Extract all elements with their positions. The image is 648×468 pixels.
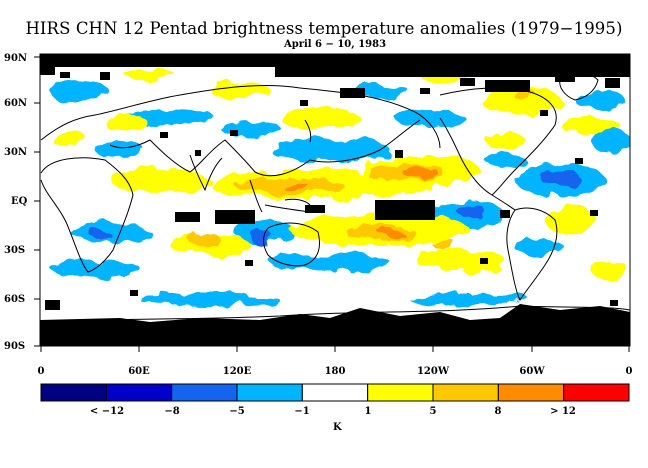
colorbar-swatch-4: [236, 383, 303, 402]
colorbar-label-3: −5: [229, 406, 245, 417]
colorbar-label-5: 1: [364, 406, 372, 417]
map-subtitle: April 6 − 10, 1983: [283, 39, 387, 50]
colorbar-swatch-2: [105, 383, 173, 402]
lon-label-0: 0: [37, 366, 45, 377]
colorbar-unit: K: [333, 422, 342, 433]
field-dark-orange: [281, 166, 438, 236]
colorbar-label-6: 5: [429, 406, 437, 417]
lat-label-90n: 90N: [4, 53, 28, 64]
coastlines: [40, 70, 630, 323]
colorbar-swatch-1: [40, 383, 107, 402]
colorbar-label-1: < −12: [89, 406, 125, 417]
colorbar-label-8: > 12: [550, 406, 576, 417]
lon-label-120e: 120E: [222, 366, 252, 377]
lon-ticks: [40, 346, 630, 352]
colorbar-swatch-3: [171, 383, 238, 402]
colorbar-label-2: −8: [164, 406, 180, 417]
lat-label-eq: EQ: [11, 196, 28, 207]
missing-data: [40, 54, 630, 346]
colorbar-swatch-8: [497, 383, 565, 402]
colorbar: [40, 383, 630, 402]
colorbar-swatch-9: [563, 383, 630, 402]
colorbar-swatch-5: [301, 383, 369, 402]
map-title: HIRS CHN 12 Pentad brightness temperatur…: [25, 19, 623, 38]
lon-label-60e: 60E: [128, 366, 150, 377]
colorbar-swatch-6: [367, 383, 434, 402]
lat-label-90s: 90S: [4, 341, 26, 352]
lat-label-30s: 30S: [4, 245, 26, 256]
field-light-blue: [50, 82, 630, 306]
lat-ticks: [34, 56, 40, 347]
field-mid-blue: [90, 170, 580, 245]
anomaly-field: [50, 70, 630, 306]
lon-label-60w: 60W: [519, 366, 545, 377]
colorbar-swatch-7: [432, 383, 499, 402]
lon-label-0-east: 0: [625, 366, 633, 377]
lon-label-180: 180: [324, 366, 346, 377]
colorbar-label-7: 8: [494, 406, 502, 417]
lat-label-60s: 60S: [4, 294, 26, 305]
lat-label-30n: 30N: [4, 147, 28, 158]
lat-label-60n: 60N: [4, 98, 28, 109]
colorbar-label-4: −1: [294, 406, 310, 417]
lon-label-120w: 120W: [416, 366, 450, 377]
